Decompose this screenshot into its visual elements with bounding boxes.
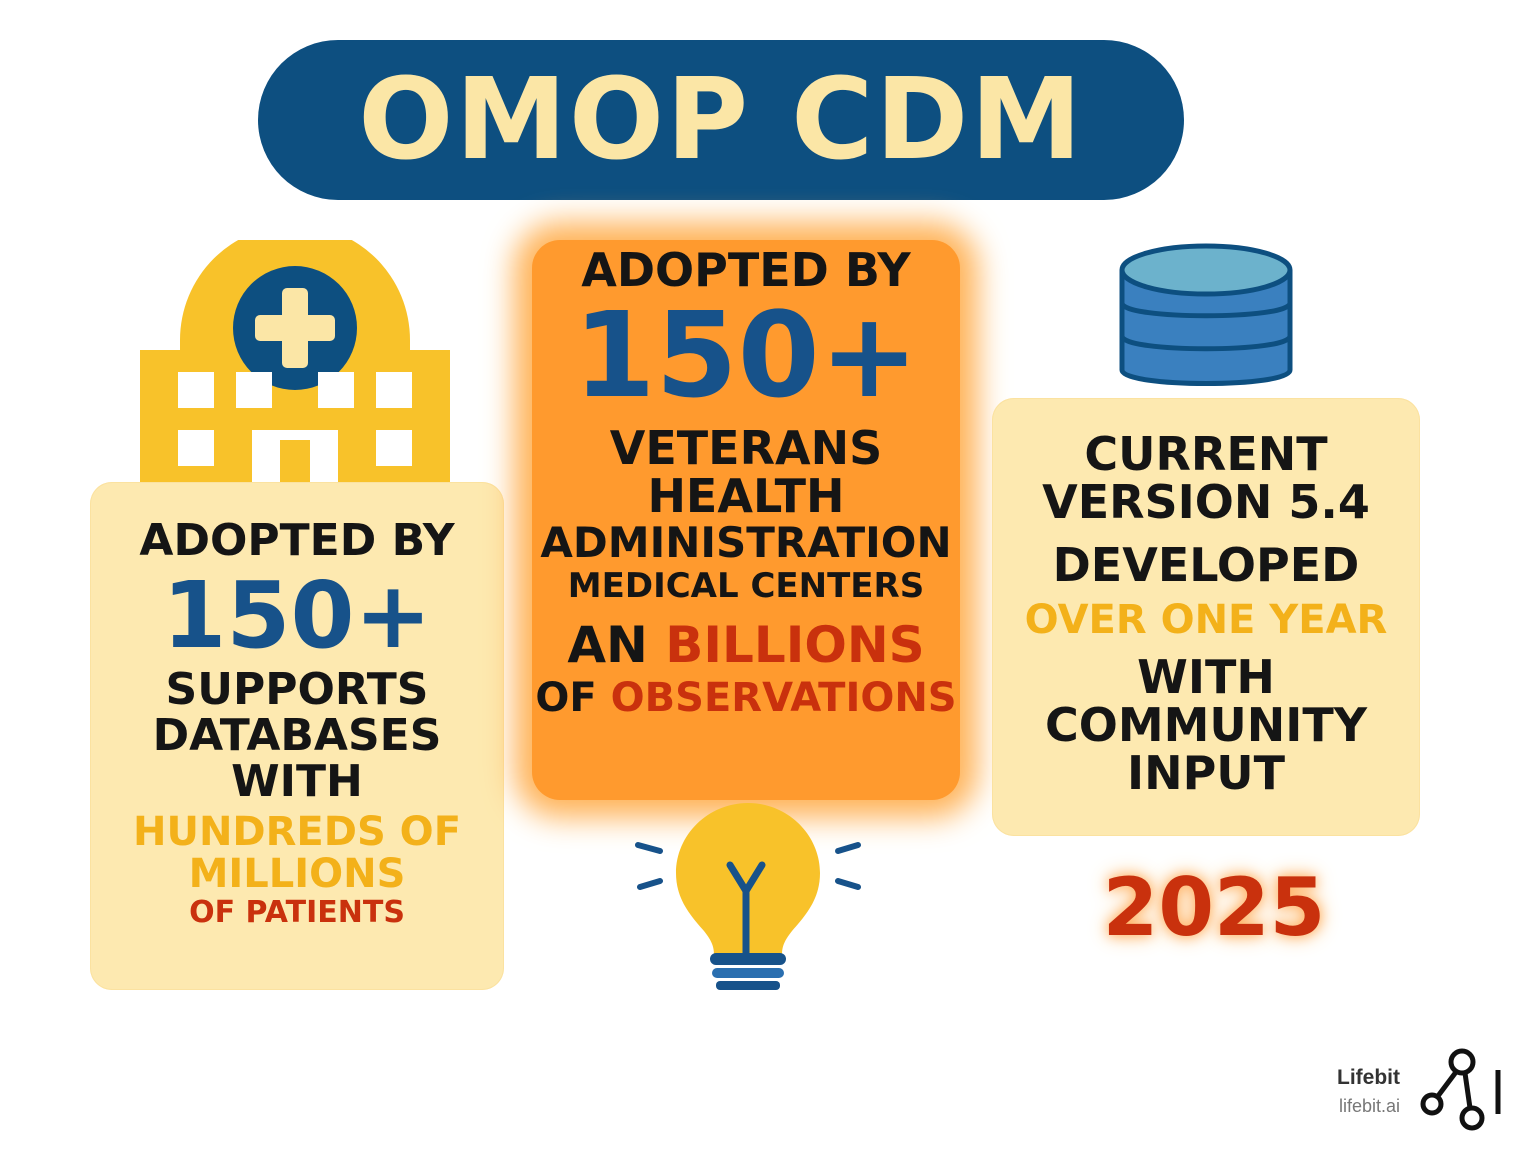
right-line-4: WITH	[1137, 649, 1275, 704]
left-line-1: SUPPORTS	[165, 663, 429, 715]
right-line-5: COMMUNITY	[1044, 698, 1368, 753]
left-adopted-label: ADOPTED BY	[139, 515, 455, 566]
database-icon	[1119, 243, 1293, 386]
center-line-3: ADMINISTRATION	[540, 517, 952, 567]
center-of: OF	[535, 675, 597, 722]
left-line-3: WITH	[231, 756, 363, 808]
left-line-2: DATABASES	[152, 709, 442, 761]
lightbulb-icon	[635, 803, 861, 990]
center-highlight-block	[532, 240, 960, 800]
center-observations: OBSERVATIONS	[610, 675, 957, 722]
center-observations-row: OF OBSERVATIONS	[535, 677, 956, 719]
right-line-3: DEVELOPED	[1052, 537, 1360, 592]
center-count: 150+	[573, 286, 919, 425]
center-billions-row: AN BILLIONS	[567, 615, 925, 674]
right-line-6: INPUT	[1126, 746, 1286, 801]
brand-url: lifebit.ai	[1338, 1096, 1400, 1116]
center-line-1: VETERANS	[609, 421, 883, 476]
center-line-2: HEALTH	[647, 469, 845, 524]
left-highlight-2: MILLIONS	[188, 851, 406, 898]
year-label: 2025	[1102, 861, 1326, 954]
center-line-4: MEDICAL CENTERS	[567, 565, 925, 606]
center-billions: BILLIONS	[665, 615, 925, 674]
right-highlight: OVER ONE YEAR	[1024, 596, 1388, 643]
right-line-2: VERSION 5.4	[1042, 475, 1370, 530]
left-stat-card: ADOPTED BY 150+ SUPPORTS DATABASES WITH …	[90, 482, 504, 990]
brand-block: Lifebit lifebit.ai	[1300, 1066, 1400, 1117]
brand-name: Lifebit	[1337, 1066, 1400, 1089]
center-stat-card: ADOPTED BY 150+ VETERANS HEALTH ADMINIST…	[522, 246, 970, 719]
page-title: OMOP CDM	[358, 55, 1084, 185]
right-stat-card: CURRENT VERSION 5.4 DEVELOPED OVER ONE Y…	[992, 398, 1420, 836]
center-an: AN	[567, 615, 648, 674]
hospital-icon	[140, 240, 450, 502]
center-adopted-label: ADOPTED BY	[581, 243, 911, 297]
left-highlight-1: HUNDREDS OF	[132, 809, 462, 856]
lifebit-logo-icon	[1420, 1048, 1501, 1131]
title-banner: OMOP CDM	[258, 40, 1184, 200]
left-highlight-3: OF PATIENTS	[189, 895, 405, 931]
left-count: 150+	[162, 562, 432, 670]
right-line-1: CURRENT	[1084, 427, 1328, 481]
